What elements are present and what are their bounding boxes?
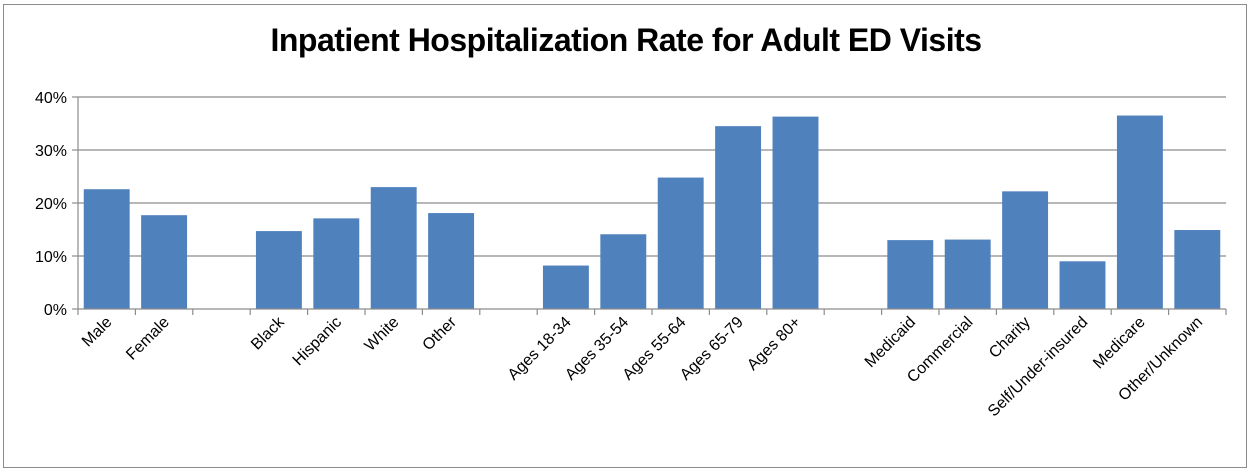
y-tick-label: 40% bbox=[35, 90, 67, 107]
bar bbox=[772, 116, 819, 309]
x-tick-label: Ages 80+ bbox=[744, 314, 804, 374]
y-tick-label: 10% bbox=[35, 249, 67, 266]
x-tick-label: Black bbox=[248, 313, 288, 353]
bars bbox=[83, 115, 1221, 310]
bar bbox=[715, 126, 762, 310]
x-tick-label: White bbox=[362, 314, 403, 355]
x-tick-label: Other bbox=[420, 313, 461, 354]
y-tick-label: 0% bbox=[44, 302, 67, 319]
x-tick-label: Charity bbox=[986, 314, 1034, 362]
y-tick-label: 30% bbox=[35, 143, 67, 160]
bar bbox=[1116, 115, 1163, 309]
bar bbox=[1174, 230, 1221, 309]
bar bbox=[141, 215, 188, 309]
gridlines bbox=[78, 96, 1226, 257]
bar bbox=[542, 265, 589, 309]
bar bbox=[313, 218, 360, 309]
y-axis-ticks: 0% 10% 20% 30% 40% bbox=[35, 90, 78, 319]
bar bbox=[255, 231, 302, 309]
bar bbox=[83, 189, 130, 309]
bar bbox=[944, 239, 991, 309]
x-tick-label: Hispanic bbox=[290, 314, 345, 369]
bar bbox=[887, 240, 934, 309]
x-axis bbox=[77, 97, 1227, 315]
x-tick-label: Female bbox=[123, 314, 173, 364]
bar bbox=[657, 177, 704, 309]
x-tick-label: Male bbox=[79, 314, 116, 351]
bar bbox=[370, 187, 417, 309]
x-tick-label: Self/Under-insured bbox=[985, 314, 1091, 420]
bar bbox=[600, 234, 647, 309]
x-tick-label: Medicaid bbox=[862, 314, 919, 371]
chart-title: Inpatient Hospitalization Rate for Adult… bbox=[270, 22, 982, 58]
y-tick-label: 20% bbox=[35, 196, 67, 213]
bar bbox=[1059, 261, 1106, 309]
bar bbox=[428, 213, 475, 309]
x-tick-label: Medicare bbox=[1090, 314, 1149, 373]
bar bbox=[1002, 191, 1049, 309]
x-axis-labels: Male Female Black Hispanic White Other Ages 18… bbox=[79, 313, 1206, 420]
